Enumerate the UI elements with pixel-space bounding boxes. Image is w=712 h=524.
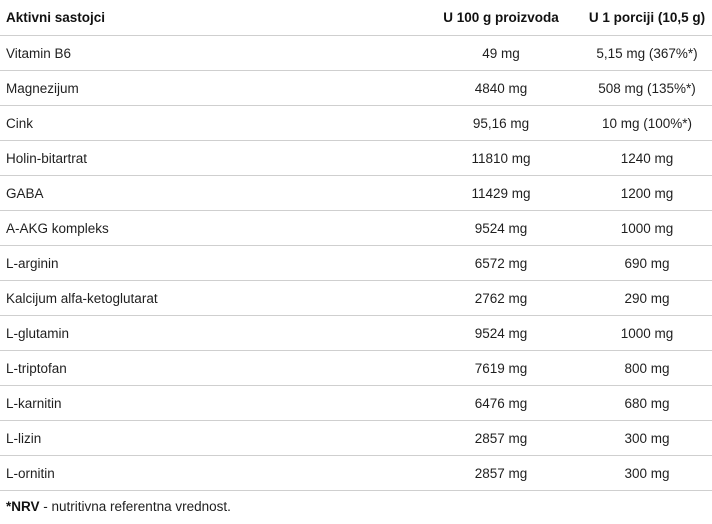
- table-row: Magnezijum 4840 mg 508 mg (135%*): [0, 70, 712, 106]
- amount-per-100g: 11810 mg: [420, 140, 582, 176]
- header-per-serving: U 1 porciji (10,5 g): [582, 0, 712, 36]
- table-row: Vitamin B6 49 mg 5,15 mg (367%*): [0, 35, 712, 71]
- amount-per-serving: 10 mg (100%*): [582, 105, 712, 141]
- ingredient-name: L-glutamin: [0, 315, 420, 351]
- amount-per-100g: 2857 mg: [420, 420, 582, 456]
- amount-per-serving: 508 mg (135%*): [582, 70, 712, 106]
- amount-per-100g: 7619 mg: [420, 350, 582, 386]
- ingredient-name: Magnezijum: [0, 70, 420, 106]
- amount-per-100g: 2857 mg: [420, 455, 582, 491]
- amount-per-100g: 49 mg: [420, 35, 582, 71]
- header-row: Aktivni sastojci U 100 g proizvoda U 1 p…: [0, 0, 712, 36]
- table-header: Aktivni sastojci U 100 g proizvoda U 1 p…: [0, 0, 712, 36]
- ingredient-name: A-AKG kompleks: [0, 210, 420, 246]
- ingredient-name: Cink: [0, 105, 420, 141]
- amount-per-serving: 5,15 mg (367%*): [582, 35, 712, 71]
- table-row: L-karnitin 6476 mg 680 mg: [0, 385, 712, 421]
- table-body: Vitamin B6 49 mg 5,15 mg (367%*) Magnezi…: [0, 35, 712, 491]
- amount-per-100g: 9524 mg: [420, 315, 582, 351]
- table-row: Holin-bitartrat 11810 mg 1240 mg: [0, 140, 712, 176]
- ingredient-name: Kalcijum alfa-ketoglutarat: [0, 280, 420, 316]
- table-row: GABA 11429 mg 1200 mg: [0, 175, 712, 211]
- ingredient-name: L-karnitin: [0, 385, 420, 421]
- amount-per-100g: 9524 mg: [420, 210, 582, 246]
- ingredient-name: Vitamin B6: [0, 35, 420, 71]
- table-row: Kalcijum alfa-ketoglutarat 2762 mg 290 m…: [0, 280, 712, 316]
- ingredients-table: Aktivni sastojci U 100 g proizvoda U 1 p…: [0, 0, 712, 491]
- amount-per-100g: 2762 mg: [420, 280, 582, 316]
- table-row: A-AKG kompleks 9524 mg 1000 mg: [0, 210, 712, 246]
- amount-per-serving: 1200 mg: [582, 175, 712, 211]
- ingredient-name: L-triptofan: [0, 350, 420, 386]
- header-per-100g: U 100 g proizvoda: [420, 0, 582, 36]
- nrv-footnote: *NRV - nutritivna referentna vrednost.: [6, 499, 231, 514]
- footnote-marker: *NRV: [6, 499, 40, 514]
- amount-per-serving: 300 mg: [582, 420, 712, 456]
- amount-per-100g: 4840 mg: [420, 70, 582, 106]
- amount-per-100g: 6476 mg: [420, 385, 582, 421]
- table-row: L-ornitin 2857 mg 300 mg: [0, 455, 712, 491]
- table-row: Cink 95,16 mg 10 mg (100%*): [0, 105, 712, 141]
- amount-per-serving: 300 mg: [582, 455, 712, 491]
- amount-per-100g: 11429 mg: [420, 175, 582, 211]
- amount-per-serving: 1240 mg: [582, 140, 712, 176]
- amount-per-serving: 800 mg: [582, 350, 712, 386]
- amount-per-serving: 1000 mg: [582, 210, 712, 246]
- footnote-text: - nutritivna referentna vrednost.: [39, 499, 231, 514]
- amount-per-serving: 680 mg: [582, 385, 712, 421]
- table-row: L-lizin 2857 mg 300 mg: [0, 420, 712, 456]
- ingredient-name: Holin-bitartrat: [0, 140, 420, 176]
- ingredient-name: GABA: [0, 175, 420, 211]
- table-row: L-glutamin 9524 mg 1000 mg: [0, 315, 712, 351]
- table-row: L-arginin 6572 mg 690 mg: [0, 245, 712, 281]
- amount-per-serving: 1000 mg: [582, 315, 712, 351]
- header-ingredient: Aktivni sastojci: [0, 0, 420, 36]
- table-row: L-triptofan 7619 mg 800 mg: [0, 350, 712, 386]
- amount-per-100g: 95,16 mg: [420, 105, 582, 141]
- ingredient-name: L-ornitin: [0, 455, 420, 491]
- amount-per-serving: 690 mg: [582, 245, 712, 281]
- amount-per-100g: 6572 mg: [420, 245, 582, 281]
- ingredient-name: L-lizin: [0, 420, 420, 456]
- ingredient-name: L-arginin: [0, 245, 420, 281]
- amount-per-serving: 290 mg: [582, 280, 712, 316]
